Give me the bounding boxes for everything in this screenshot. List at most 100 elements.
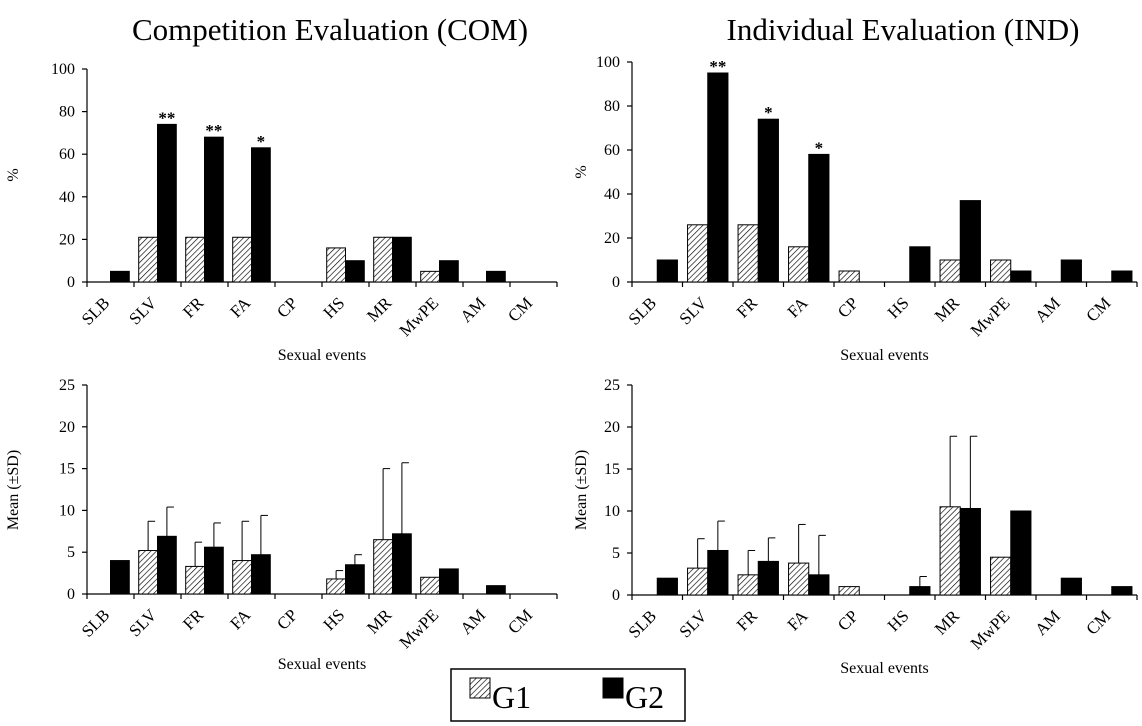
bar-g2-am <box>486 270 506 283</box>
bar-g1-cp <box>838 586 860 596</box>
significance-marker: ** <box>158 108 175 127</box>
bar-g1-fr <box>185 236 205 283</box>
x-tick-label-fa: FA <box>226 605 254 633</box>
y-tick-label: 20 <box>59 231 75 248</box>
bar-g2-slb <box>656 259 678 283</box>
significance-marker: ** <box>709 57 726 76</box>
chart-ind-mean: Mean (±SD) Sexual events 0 5 10 15 20 25 SLB SLV F… <box>573 377 1138 677</box>
y-tick-label: 0 <box>67 274 75 291</box>
bar-g2-mr <box>959 507 981 596</box>
bar-g2-cm <box>1111 586 1133 596</box>
significance-marker: * <box>764 103 773 122</box>
significance-marker: ** <box>205 121 222 140</box>
legend-swatch-g1 <box>469 677 491 699</box>
x-tick-label-slb: SLB <box>78 293 113 328</box>
y-tick-label: 10 <box>604 503 620 520</box>
x-tick-label-hs: HS <box>320 605 349 634</box>
y-axis-label: Mean (±SD) <box>5 450 22 530</box>
x-tick-label-mr: MR <box>931 606 964 639</box>
y-tick-label: 20 <box>604 230 620 247</box>
bar-g1-mr <box>373 539 394 595</box>
bar-g1-fa <box>788 246 810 283</box>
bar-g2-cm <box>1111 270 1133 283</box>
chart-title: Competition Evaluation (COM) <box>132 12 528 47</box>
y-tick-label: 5 <box>612 545 620 562</box>
y-tick-label: 0 <box>612 274 620 291</box>
bar-g2-mwpe <box>1010 270 1032 283</box>
y-tick-label: 20 <box>604 419 620 436</box>
x-tick-label-fa: FA <box>226 293 254 321</box>
x-tick-label-fr: FR <box>733 293 762 322</box>
bar-g2-am <box>1060 259 1082 283</box>
bar-g1-fa <box>788 562 810 596</box>
bar-g2-mwpe <box>439 568 459 595</box>
x-tick-label-am: AM <box>457 293 490 326</box>
bar-g2-fr <box>757 118 779 283</box>
x-tick-label-am: AM <box>457 605 490 638</box>
bar-g1-mwpe <box>990 259 1012 283</box>
bar-g1-slv <box>138 236 158 283</box>
bar-g2-mr <box>959 200 981 283</box>
x-tick-label-mr: MR <box>363 605 396 638</box>
x-tick-label-slv: SLV <box>676 293 712 329</box>
bar-g2-mr <box>392 533 412 595</box>
x-axis-label: Sexual events <box>278 347 366 364</box>
x-tick-label-cm: CM <box>1082 606 1114 638</box>
x-tick-label-fr: FR <box>179 605 208 634</box>
y-tick-label: 100 <box>596 54 620 71</box>
bar-g1-slv <box>687 567 709 596</box>
bar-g1-fr <box>737 574 759 596</box>
x-tick-label-cp: CP <box>273 605 301 633</box>
x-tick-label-mwpe: MwPE <box>395 293 442 340</box>
y-axis-label: Mean (±SD) <box>573 450 590 530</box>
bar-g2-hs <box>909 246 931 283</box>
bar-g1-mwpe <box>420 270 441 283</box>
bar-g2-slv <box>707 72 729 283</box>
x-axis-label: Sexual events <box>840 660 928 677</box>
bar-g2-mwpe <box>439 260 459 283</box>
chart-ind-percent: Individual Evaluation (IND)% Sexual event… <box>573 12 1138 364</box>
bar-g1-fa <box>232 560 252 595</box>
x-tick-label-fr: FR <box>179 293 208 322</box>
bar-g2-fa <box>251 147 271 283</box>
bar-g2-am <box>1060 577 1082 596</box>
x-tick-label-hs: HS <box>884 293 913 322</box>
legend-swatch-g2 <box>602 677 624 699</box>
legend-label-g1: G1 <box>492 679 531 715</box>
y-tick-label: 10 <box>59 502 75 519</box>
y-tick-label: 0 <box>67 586 75 603</box>
bar-g2-slv <box>707 549 729 596</box>
x-tick-label-slv: SLV <box>676 606 712 642</box>
chart-com-mean: Mean (±SD) Sexual events 0 5 10 15 20 25 SLB SLV F… <box>5 377 558 673</box>
bar-g1-hs <box>326 247 347 283</box>
x-tick-label-cp: CP <box>834 606 862 634</box>
y-tick-label: 25 <box>59 377 75 394</box>
bar-g2-slv <box>157 535 177 595</box>
x-tick-label-slb: SLB <box>78 605 113 640</box>
y-tick-label: 60 <box>59 146 75 163</box>
bar-g2-fa <box>808 153 830 283</box>
x-tick-label-fa: FA <box>784 293 812 321</box>
legend: G1 G2 <box>450 668 686 722</box>
y-axis-label: % <box>5 168 22 181</box>
y-tick-label: 5 <box>67 544 75 561</box>
y-tick-label: 0 <box>612 587 620 604</box>
x-tick-label-fa: FA <box>784 606 812 634</box>
x-tick-label-slb: SLB <box>625 606 660 641</box>
bar-g2-fr <box>757 560 779 596</box>
x-tick-label-am: AM <box>1031 293 1064 326</box>
bar-g1-mr <box>939 506 961 596</box>
x-tick-label-mr: MR <box>363 293 396 326</box>
bar-g2-hs <box>909 586 931 596</box>
bar-g2-hs <box>345 260 365 283</box>
x-tick-label-cm: CM <box>1082 293 1114 325</box>
bar-g1-fr <box>185 565 205 595</box>
y-axis-label: % <box>573 165 590 178</box>
x-tick-label-mwpe: MwPE <box>395 605 442 652</box>
bar-g2-slb <box>656 577 678 596</box>
y-tick-label: 15 <box>604 461 620 478</box>
bar-g1-mr <box>939 259 961 283</box>
y-tick-label: 25 <box>604 377 620 394</box>
x-tick-label-cp: CP <box>834 293 862 321</box>
